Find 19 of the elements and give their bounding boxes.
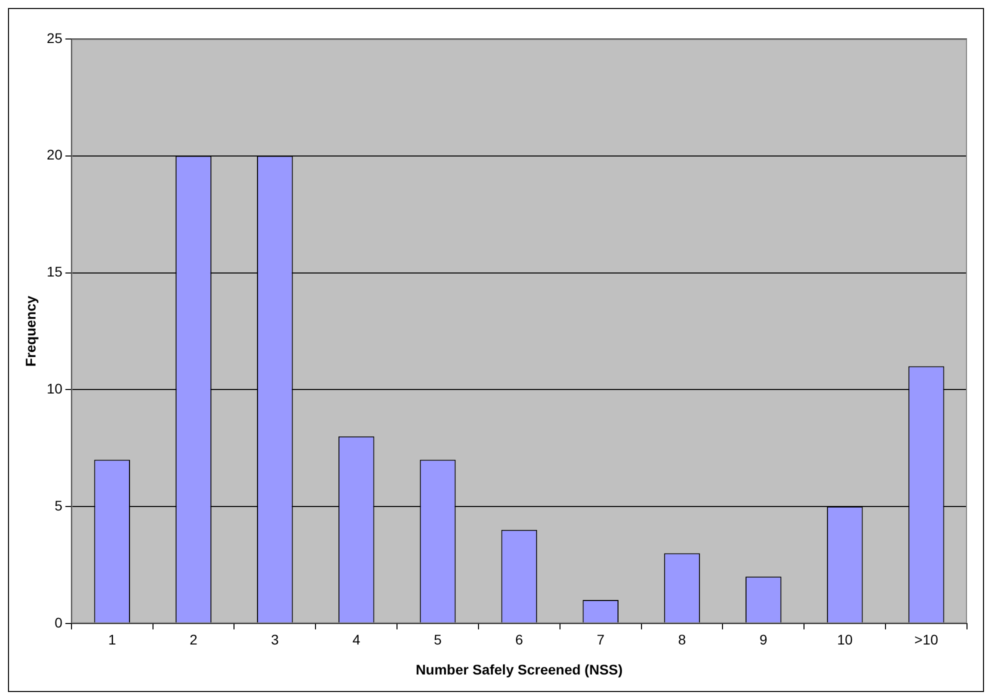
x-tick-label: 6 [515, 632, 524, 648]
y-axis-title: Frequency [22, 296, 38, 367]
x-tick-label: 9 [760, 632, 768, 648]
x-tick-label: 4 [352, 632, 360, 648]
y-tick-label: 10 [46, 380, 63, 396]
x-tick-label: 7 [596, 632, 605, 648]
x-tick-label: 10 [837, 632, 853, 648]
y-tick-label: 0 [54, 614, 63, 630]
y-tick-label: 5 [54, 497, 63, 514]
x-tick-label: 1 [108, 632, 116, 648]
x-tick-label: 2 [190, 632, 198, 648]
x-tick-label: 3 [271, 632, 280, 648]
x-tick-label: 5 [434, 632, 442, 648]
y-tick-label: 20 [46, 146, 63, 163]
x-tick-label: >10 [914, 632, 938, 648]
x-axis-title: Number Safely Screened (NSS) [416, 661, 623, 678]
y-tick-label: 25 [46, 30, 63, 46]
y-tick-label: 15 [46, 264, 63, 280]
x-tick-label: 8 [678, 632, 686, 648]
